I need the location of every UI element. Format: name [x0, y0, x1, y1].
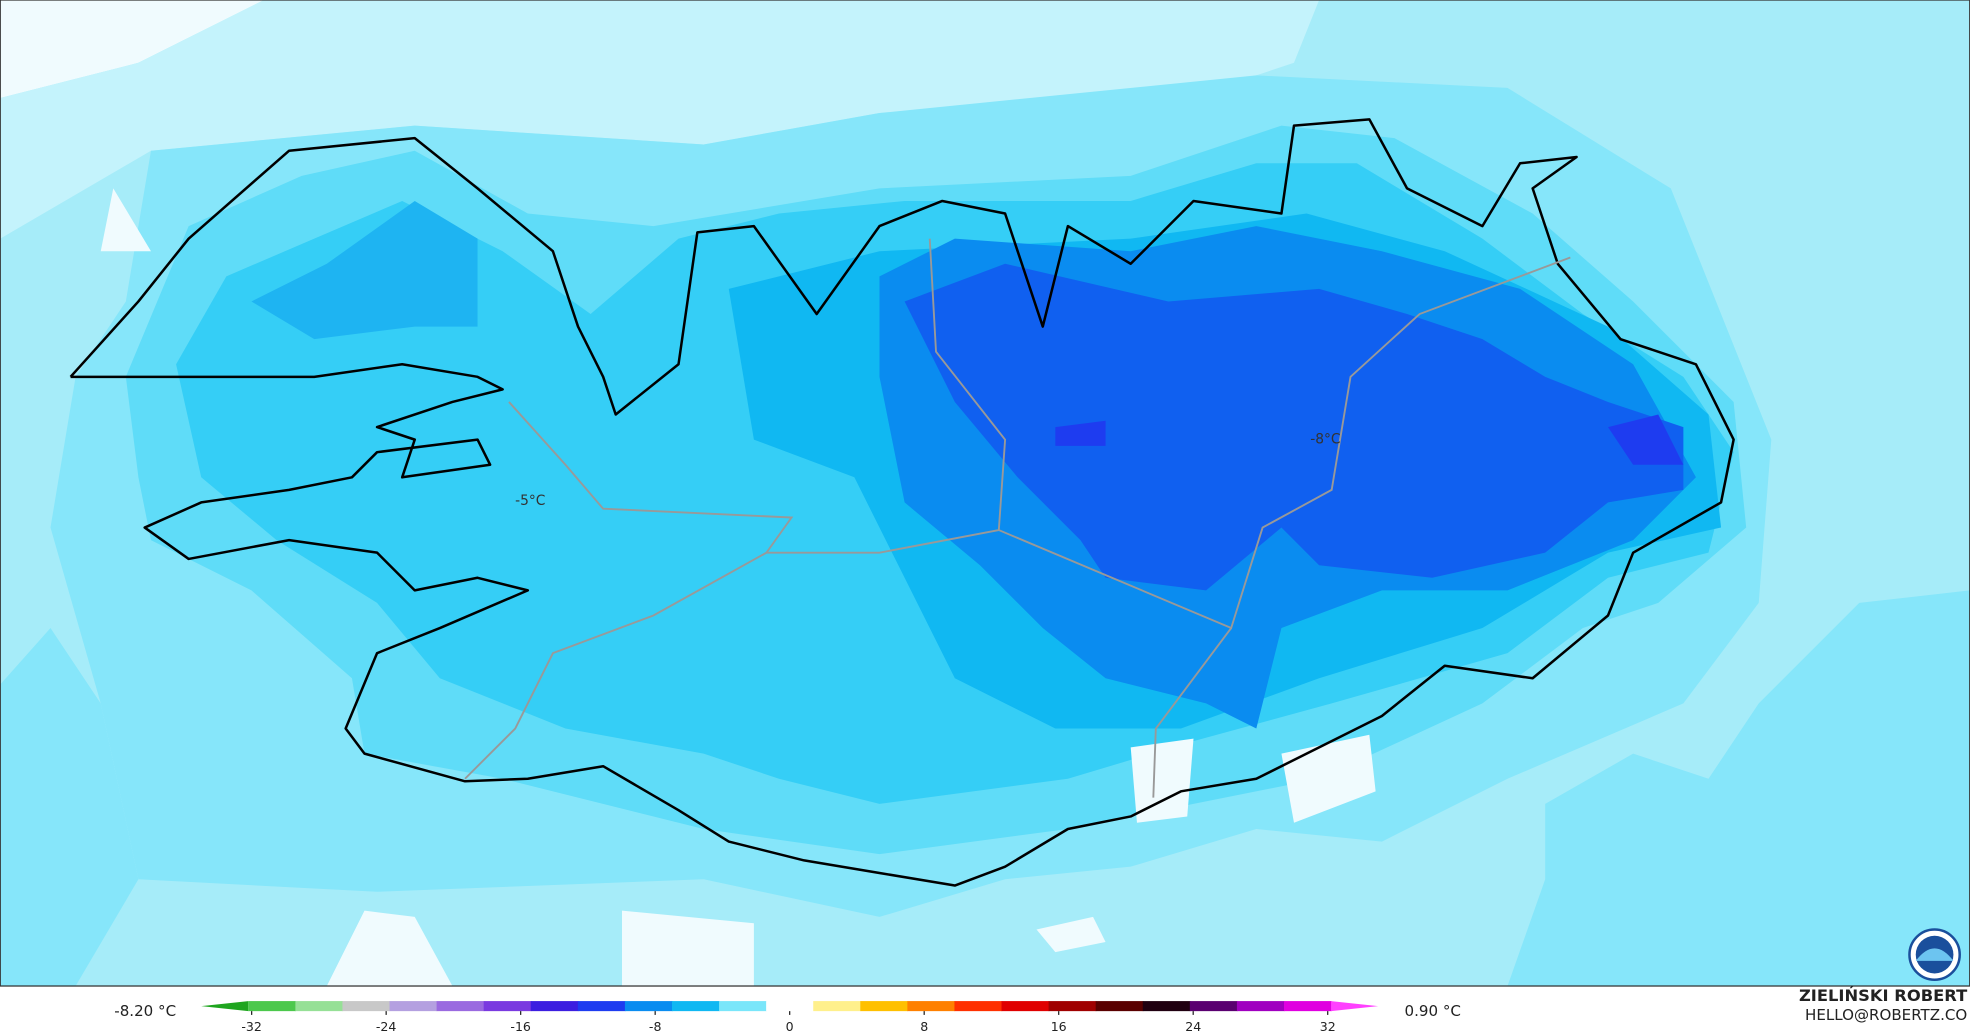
colorbar-min-label: -8.20 °C: [114, 1002, 176, 1020]
contour-warm: [0, 0, 265, 98]
colorbar-segment: [1236, 1001, 1285, 1012]
colorbar-segment: [719, 1001, 767, 1012]
colorbar-segment: [248, 1001, 296, 1012]
colorbar-tick-label: -24: [376, 1019, 397, 1034]
colorbar-segment: [530, 1001, 579, 1012]
contour-level-1: [1507, 590, 1970, 987]
colorbar-segment: [1283, 1001, 1332, 1012]
contour-warm: [1036, 916, 1106, 953]
contour-level-1: [0, 628, 139, 987]
colorbar-tick-label: 24: [1185, 1019, 1201, 1034]
map: -5°C -8°C: [0, 0, 1970, 987]
coastline: [69, 118, 1735, 887]
colorbar-segment: [201, 1001, 249, 1012]
contour-warm: [326, 910, 453, 987]
colorbar-tick-label: 16: [1051, 1019, 1067, 1034]
colorbar-segment: [1189, 1001, 1238, 1012]
colorbar-tick-label: 0: [786, 1019, 794, 1034]
credit-email: HELLO@ROBERTZ.CO: [1805, 1006, 1967, 1024]
colorbar-segment: [766, 1001, 814, 1012]
region-boundary: [508, 238, 1007, 554]
colorbar-segment: [1048, 1001, 1097, 1012]
contour-level-6: [904, 263, 1684, 591]
colorbar-tick-label: -16: [510, 1019, 531, 1034]
colorbar-segment: [1142, 1001, 1191, 1012]
colorbar-segment: [860, 1001, 909, 1012]
contour-level-7: [1608, 414, 1684, 465]
colorbar-segment: [1001, 1001, 1050, 1012]
region-boundary: [1152, 627, 1232, 798]
contour-warm: [621, 910, 754, 987]
colorbar-segment: [954, 1001, 1003, 1012]
credit-name: ZIELIŃSKI ROBERT: [1799, 986, 1968, 1005]
colorbar-segment: [436, 1001, 485, 1012]
colorbar-segment: [907, 1001, 956, 1012]
colorbar-segment: [671, 1001, 720, 1012]
contour-level-7: [1055, 420, 1106, 446]
colorbar-max-label: 0.90 °C: [1405, 1002, 1461, 1020]
colorbar-segment: [389, 1001, 438, 1012]
colorbar-segment: [624, 1001, 673, 1012]
colorbar-tick-label: 8: [920, 1019, 928, 1034]
colorbar-tick-label: -32: [241, 1019, 262, 1034]
colorbar-tick-label: -8: [649, 1019, 662, 1034]
colorbar-segment: [342, 1001, 391, 1012]
colorbar-segment: [813, 1001, 861, 1012]
contour-warm: [1281, 734, 1376, 823]
contour-warm: [100, 188, 151, 252]
colorbar-tick-label: 32: [1320, 1019, 1336, 1034]
colorbar-segment: [483, 1001, 532, 1012]
colorbar-segment: [295, 1001, 344, 1012]
colorbar: -32 -24 -16 -8 0 8 16 24 32: [201, 1001, 1379, 1034]
contour-label: -5°C: [515, 493, 545, 509]
contour-level-3b: [251, 200, 478, 340]
colorbar-segment: [1331, 1001, 1379, 1012]
region-boundary: [464, 551, 767, 780]
contour-label: -8°C: [1310, 431, 1340, 447]
contour-warm: [1130, 738, 1194, 823]
noaa-logo: [1908, 928, 1961, 981]
colorbar-segment: [577, 1001, 626, 1012]
contour-band: [0, 0, 1320, 239]
colorbar-segment: [1095, 1001, 1144, 1012]
